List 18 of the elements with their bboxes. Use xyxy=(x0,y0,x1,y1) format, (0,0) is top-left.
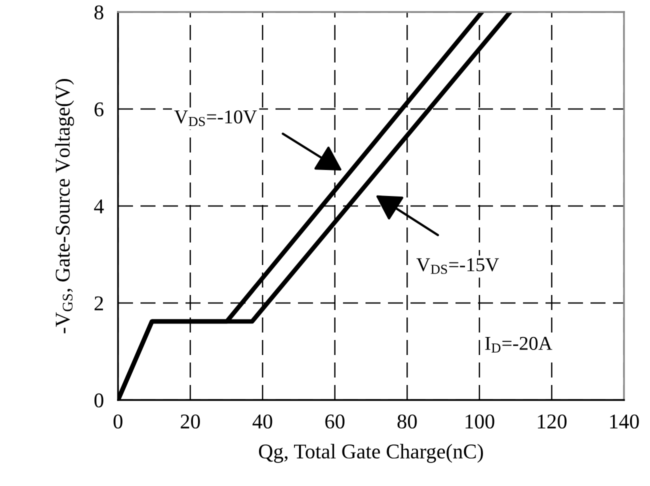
x-tick-label: 80 xyxy=(398,414,417,429)
y-axis-title: -V$_{GS}$, Gate-Source Voltage(V) xyxy=(55,79,74,334)
x-tick-label: 0 xyxy=(114,414,122,429)
x-axis-title: Qg, Total Gate Charge(nC) xyxy=(258,444,483,463)
y-tick-label: 4 xyxy=(94,200,104,214)
x-tick-label: 20 xyxy=(180,414,200,429)
y-tick-label: 2 xyxy=(94,296,103,310)
y-tick-label: 0 xyxy=(94,393,104,408)
x-tick-label: 140 xyxy=(610,414,639,429)
y-tick-label: 6 xyxy=(94,102,104,116)
annotation: I$_{D}$=-20A xyxy=(485,336,552,352)
annotation: V$_{DS}$=-10V xyxy=(174,110,257,126)
x-tick-label: 40 xyxy=(252,414,272,429)
x-tick-label: 100 xyxy=(466,414,494,429)
x-tick-label: 120 xyxy=(538,414,567,429)
y-tick-label: 8 xyxy=(94,5,104,20)
x-tick-label: 60 xyxy=(325,414,344,429)
annotation: V$_{DS}$=-15V xyxy=(416,258,499,274)
